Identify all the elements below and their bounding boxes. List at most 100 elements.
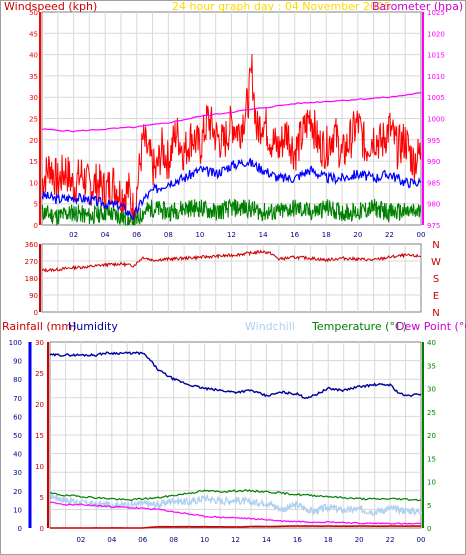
series-gust-line: [41, 53, 422, 226]
rainfall-tick-label: 15: [35, 432, 44, 440]
humidity-tick-label: 80: [13, 376, 22, 384]
x-tick-label: 06: [132, 231, 141, 239]
temperature-tick-label: 20: [427, 432, 436, 440]
series-humidity-line: [49, 351, 422, 400]
dewpoint-legend: Dew Point (°C): [396, 320, 466, 333]
compass-tick-label: N: [432, 240, 439, 251]
rainfall-tick-label: 25: [35, 370, 44, 378]
temperature-tick-label: 15: [427, 455, 436, 463]
humidity-axis-title: Humidity: [68, 320, 118, 333]
temperature-tick-label: 35: [427, 362, 436, 370]
temperature-tick-label: 0: [427, 525, 431, 533]
direction-tick-label: 270: [25, 258, 38, 266]
y-tick-label: 45: [29, 30, 38, 38]
compass-tick-label: S: [433, 274, 439, 285]
direction-tick-label: 180: [25, 275, 38, 283]
y2-tick-label: 1025: [427, 9, 445, 17]
humidity-tick-label: 70: [13, 395, 22, 403]
y2-tick-label: 1015: [427, 52, 445, 60]
rainfall-tick-label: 30: [35, 339, 44, 347]
humidity-tick-label: 40: [13, 451, 22, 459]
x-tick-label: 14: [262, 536, 271, 544]
series-temperature-line: [49, 489, 422, 502]
humidity-tick-label: 90: [13, 358, 22, 366]
series-dewpoint-line: [49, 501, 422, 525]
x-tick-label: 16: [293, 536, 302, 544]
x-tick-label: 22: [386, 536, 395, 544]
x-tick-label: 18: [322, 231, 331, 239]
rainfall-tick-label: 20: [35, 401, 44, 409]
x-tick-label: 02: [69, 231, 78, 239]
y-tick-label: 40: [29, 52, 38, 60]
compass-tick-label: W: [431, 257, 441, 268]
series-wind-line: [41, 198, 422, 226]
plot-lines: [41, 53, 422, 529]
series-direction-line: [41, 249, 422, 273]
compass-tick-label: E: [433, 291, 439, 302]
series-barometer-line: [41, 92, 421, 133]
compass-tick-label: N: [432, 308, 439, 319]
barometer-axis-title: Barometer (hpa): [372, 0, 464, 13]
temperature-tick-label: 25: [427, 409, 436, 417]
y2-tick-label: 980: [427, 201, 440, 209]
humidity-tick-label: 100: [9, 339, 22, 347]
humidity-tick-label: 0: [18, 525, 22, 533]
windchill-legend: Windchill: [245, 320, 295, 333]
humidity-tick-label: 20: [13, 488, 22, 496]
rainfall-tick-label: 0: [40, 525, 44, 533]
axis-labels: 0510152025303540455097598098599099510001…: [9, 9, 445, 544]
x-tick-label: 00: [417, 231, 426, 239]
direction-tick-label: 360: [25, 241, 38, 249]
x-tick-label: 10: [195, 231, 204, 239]
x-tick-label: 08: [164, 231, 173, 239]
y-tick-label: 35: [29, 73, 38, 81]
x-tick-label: 12: [231, 536, 240, 544]
x-tick-label: 18: [324, 536, 333, 544]
y2-tick-label: 1010: [427, 73, 445, 81]
temperature-tick-label: 30: [427, 386, 436, 394]
y-tick-label: 25: [29, 116, 38, 124]
y-tick-label: 30: [29, 94, 38, 102]
x-tick-label: 14: [259, 231, 268, 239]
temperature-tick-label: 10: [427, 479, 436, 487]
x-tick-label: 16: [290, 231, 299, 239]
series-average-line: [41, 158, 422, 220]
x-tick-label: 00: [417, 536, 426, 544]
y2-tick-label: 1000: [427, 116, 445, 124]
y-tick-label: 10: [29, 179, 38, 187]
rainfall-axis-title: Rainfall (mm): [2, 320, 77, 333]
x-tick-label: 22: [385, 231, 394, 239]
y2-tick-label: 995: [427, 137, 440, 145]
y2-tick-label: 975: [427, 222, 440, 230]
chart-title: 24 hour graph day : 04 November 2025: [172, 0, 392, 13]
temperature-grid: [49, 341, 422, 529]
temperature-tick-label: 5: [427, 502, 431, 510]
y2-tick-label: 985: [427, 179, 440, 187]
direction-tick-label: 0: [34, 309, 38, 317]
y-tick-label: 0: [34, 222, 38, 230]
humidity-tick-label: 10: [13, 506, 22, 514]
windspeed-axis-title: Windspeed (kph): [4, 0, 98, 13]
x-tick-label: 20: [353, 231, 362, 239]
direction-tick-label: 90: [29, 292, 38, 300]
x-tick-label: 04: [107, 536, 116, 544]
x-tick-label: 10: [200, 536, 209, 544]
humidity-tick-label: 60: [13, 413, 22, 421]
humidity-tick-label: 30: [13, 469, 22, 477]
x-tick-label: 12: [227, 231, 236, 239]
y2-tick-label: 1005: [427, 94, 445, 102]
y-tick-label: 5: [34, 201, 38, 209]
rainfall-tick-label: 5: [40, 494, 44, 502]
y-tick-label: 20: [29, 137, 38, 145]
rainfall-tick-label: 10: [35, 463, 44, 471]
x-tick-label: 04: [101, 231, 110, 239]
y2-tick-label: 990: [427, 158, 440, 166]
y-tick-label: 15: [29, 158, 38, 166]
temperature-tick-label: 40: [427, 339, 436, 347]
x-tick-label: 20: [355, 536, 364, 544]
temperature-axis-title: Temperature (°C): [312, 320, 407, 333]
y2-tick-label: 1020: [427, 30, 445, 38]
x-tick-label: 08: [169, 536, 178, 544]
series-rainfall-line: [50, 525, 421, 529]
